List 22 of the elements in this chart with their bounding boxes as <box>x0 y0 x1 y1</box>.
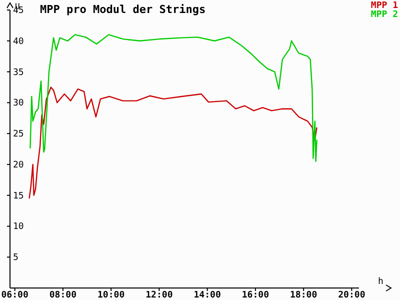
x-axis-title: h <box>378 277 384 287</box>
line-series <box>28 86 318 200</box>
y-tick-label: 35 <box>13 68 24 78</box>
text: MPP 2 <box>370 10 398 20</box>
y-tick-label: 25 <box>13 130 24 140</box>
y-tick-label: 5 <box>13 253 18 264</box>
chart-title: MPP pro Modul der Strings <box>40 3 206 16</box>
x-tick-label: 06:00 <box>1 290 28 300</box>
x-tick-label: 16:00 <box>242 290 269 300</box>
x-tick-label: 12:00 <box>146 290 173 300</box>
line-series <box>30 34 318 162</box>
x-tick-label: 18:00 <box>290 290 318 300</box>
y-tick-label: 20 <box>13 160 24 170</box>
y-tick-label: 40 <box>13 36 24 47</box>
text: MPP 1 <box>370 1 398 11</box>
x-tick-label: 20:00 <box>338 290 366 300</box>
x-tick-label: 14:00 <box>194 290 221 300</box>
x-tick-label: 10:00 <box>98 290 125 300</box>
y-tick-label: 10 <box>13 222 24 232</box>
y-tick-label: 15 <box>13 191 24 202</box>
y-tick-label: 30 <box>13 98 24 109</box>
x-tick-label: 08:00 <box>49 290 76 300</box>
